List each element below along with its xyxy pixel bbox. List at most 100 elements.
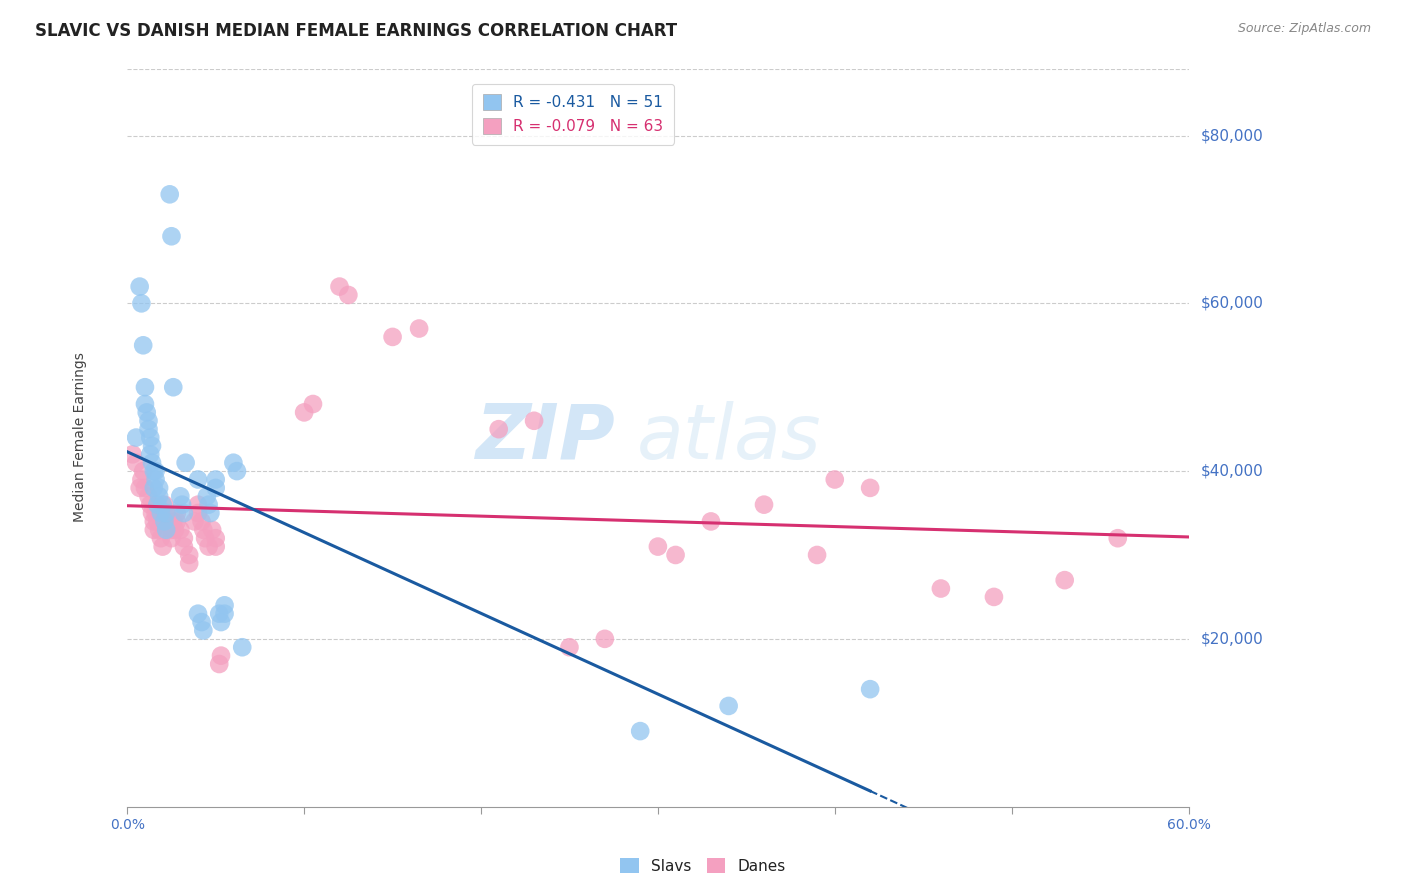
Text: $40,000: $40,000 (1201, 464, 1264, 479)
Point (155, 506, 177, 520)
Point (132, 464, 155, 478)
Point (647, 540, 669, 554)
Point (169, 523, 191, 537)
Point (145, 464, 167, 478)
Point (328, 279, 350, 293)
Point (193, 523, 215, 537)
Point (179, 548, 201, 562)
Point (174, 456, 197, 470)
Point (628, 724, 651, 739)
Point (142, 464, 165, 478)
Point (160, 229, 183, 244)
Point (145, 473, 167, 487)
Point (155, 506, 177, 520)
Point (160, 531, 183, 545)
Point (190, 515, 212, 529)
Point (222, 456, 245, 470)
Point (146, 498, 169, 512)
Point (200, 506, 222, 520)
Point (139, 431, 162, 445)
Point (190, 615, 212, 629)
Point (302, 397, 325, 411)
Point (187, 506, 209, 520)
Point (121, 447, 143, 461)
Point (204, 531, 226, 545)
Point (1053, 573, 1076, 587)
Point (204, 540, 226, 554)
Point (166, 515, 188, 529)
Text: Source: ZipAtlas.com: Source: ZipAtlas.com (1237, 22, 1371, 36)
Point (166, 506, 188, 520)
Legend: R = -0.431   N = 51, R = -0.079   N = 63: R = -0.431 N = 51, R = -0.079 N = 63 (472, 84, 673, 145)
Point (197, 498, 219, 512)
Point (187, 607, 209, 621)
Point (523, 414, 546, 428)
Point (204, 473, 226, 487)
Point (173, 506, 195, 520)
Point (859, 481, 882, 495)
Point (148, 489, 170, 503)
Point (149, 531, 172, 545)
Text: SLAVIC VS DANISH MEDIAN FEMALE EARNINGS CORRELATION CHART: SLAVIC VS DANISH MEDIAN FEMALE EARNINGS … (35, 22, 678, 40)
Point (173, 531, 195, 545)
Point (142, 481, 165, 495)
Point (135, 405, 157, 419)
Point (152, 498, 174, 512)
Point (231, 640, 253, 655)
Point (929, 582, 952, 596)
Point (138, 414, 160, 428)
Point (183, 515, 205, 529)
Point (148, 523, 170, 537)
Text: ZIP: ZIP (475, 401, 616, 475)
Point (187, 473, 209, 487)
Point (162, 380, 184, 394)
Point (141, 506, 163, 520)
Point (593, 632, 616, 646)
Point (132, 338, 155, 352)
Point (141, 439, 163, 453)
Point (156, 515, 179, 529)
Point (152, 540, 174, 554)
Point (664, 548, 686, 562)
Point (208, 607, 231, 621)
Point (752, 498, 775, 512)
Point (146, 515, 169, 529)
Point (194, 531, 217, 545)
Point (139, 447, 162, 461)
Point (204, 481, 226, 495)
Point (138, 422, 160, 436)
Text: atlas: atlas (637, 401, 821, 475)
Point (162, 515, 184, 529)
Point (153, 515, 176, 529)
Point (128, 481, 150, 495)
Point (337, 288, 360, 302)
Point (169, 489, 191, 503)
Point (292, 405, 315, 419)
Point (145, 506, 167, 520)
Point (134, 481, 156, 495)
Point (131, 473, 153, 487)
Point (139, 498, 162, 512)
Point (208, 657, 231, 671)
Point (163, 523, 186, 537)
Point (983, 590, 1005, 604)
Point (214, 607, 236, 621)
Point (141, 456, 163, 470)
Point (142, 523, 165, 537)
Point (148, 481, 170, 495)
Legend: Slavs, Danes: Slavs, Danes (614, 852, 792, 880)
Point (179, 557, 201, 571)
Point (125, 456, 148, 470)
Text: $80,000: $80,000 (1201, 128, 1264, 143)
Point (153, 498, 176, 512)
Point (138, 489, 160, 503)
Point (859, 682, 882, 697)
Point (806, 548, 828, 562)
Point (408, 321, 430, 335)
Text: $60,000: $60,000 (1201, 296, 1264, 310)
Point (160, 523, 183, 537)
Point (134, 397, 156, 411)
Point (381, 330, 404, 344)
Point (172, 498, 194, 512)
Text: $20,000: $20,000 (1201, 632, 1264, 647)
